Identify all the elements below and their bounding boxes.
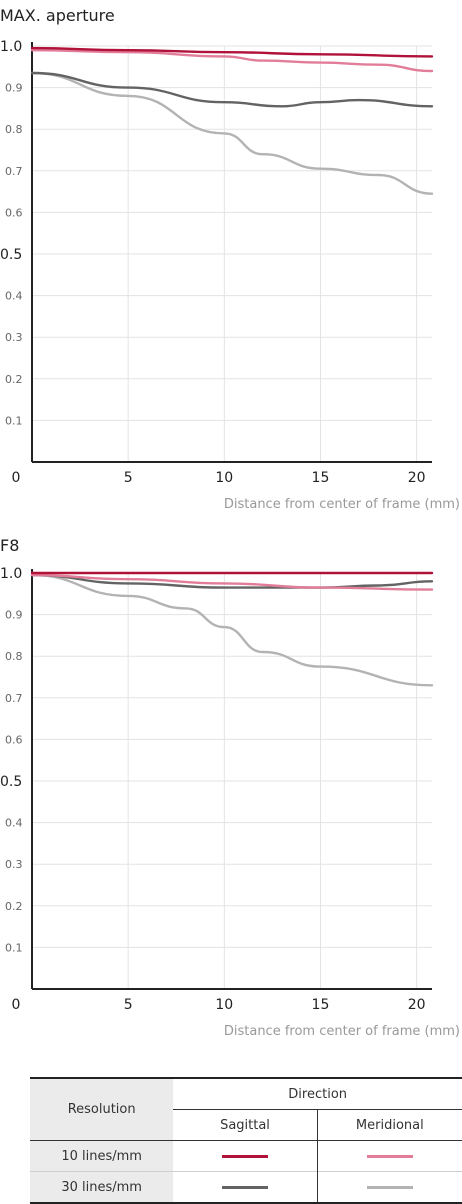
legend-table-wrapper: Resolution Direction Sagittal Meridional… [30,1077,462,1204]
chart-0-title: MAX. aperture [0,6,115,25]
chart-0-xtick-0: 0 [12,470,21,486]
legend-swatch-30-sagittal [221,1185,268,1189]
chart-1-ytick-7: 0.8 [5,650,23,663]
chart-0-xtick-1: 5 [124,470,133,486]
legend-row-10-meridional [317,1141,462,1172]
chart-0-ytick-7: 0.8 [5,123,23,136]
chart-0-xtick-3: 15 [312,470,330,486]
legend-swatch-10-meridional [366,1154,413,1158]
chart-1-ytick-3: 0.4 [5,817,23,830]
chart-0-ytick-0: 0.1 [5,414,23,427]
chart-1-xtick-0: 0 [12,997,21,1013]
chart-0-xtick-2: 10 [215,470,233,486]
chart-1-series-1 [30,573,434,591]
chart-0-series-2 [30,71,434,108]
legend-sagittal-header: Sagittal [173,1109,318,1141]
mtf-charts: MAX. aperture 0.1 0.2 0.3 0.4 0.5 0.6 0.7 0.8 0.9… [0,6,460,1039]
chart-1-xtick-4: 20 [408,997,426,1013]
chart-0-xtick-4: 20 [408,470,426,486]
legend-row-10-label: 10 lines/mm [30,1140,174,1172]
chart-0-xlabel: Distance from center of frame (mm) [224,497,460,512]
chart-1-xtick-1: 5 [124,997,133,1013]
legend-table: Resolution Direction Sagittal Meridional… [30,1077,462,1204]
legend-resolution-header: Resolution [30,1077,174,1141]
chart-0-series-3 [30,71,434,195]
chart-0-ytick-5: 0.6 [5,206,23,219]
chart-1-xtick-2: 10 [215,997,233,1013]
chart-1-series-2 [30,573,434,589]
chart-1-ytick-5: 0.6 [5,733,23,746]
chart-1-ytick-6: 0.7 [5,692,23,705]
legend-row-30-label: 30 lines/mm [30,1171,174,1204]
chart-1-ytick-9: 1.0 [0,566,22,582]
legend-row-30-sagittal [173,1171,318,1204]
chart-1-xlabel: Distance from center of frame (mm) [224,1024,460,1039]
legend-swatch-30-meridional [366,1185,413,1189]
chart-1-ytick-1: 0.2 [5,900,23,913]
chart-0-ytick-9: 1.0 [0,39,22,55]
chart-0-ytick-4: 0.5 [0,247,22,263]
chart-1-ytick-4: 0.5 [0,774,22,790]
legend-swatch-10-sagittal [221,1154,268,1158]
chart-1-xtick-3: 15 [312,997,330,1013]
legend-meridional-header: Meridional [355,1117,424,1133]
chart-1-ytick-0: 0.1 [5,941,23,954]
chart-0-ytick-8: 0.9 [5,82,23,95]
chart-0-ytick-2: 0.3 [5,331,23,344]
legend-row-10-sagittal [173,1140,318,1172]
chart-0-ytick-3: 0.4 [5,290,23,303]
chart-0-series-1 [30,49,434,73]
chart-0-series-0 [30,46,434,58]
chart-0-ytick-6: 0.7 [5,165,23,178]
chart-1-series-3 [30,573,434,687]
chart-0-ytick-1: 0.2 [5,373,23,386]
chart-1-ytick-2: 0.3 [5,858,23,871]
legend-direction-header: Direction [173,1077,462,1110]
legend-row-30-meridional [317,1171,462,1204]
chart-1-title: F8 [0,536,19,555]
chart-1-ytick-8: 0.9 [5,609,23,622]
